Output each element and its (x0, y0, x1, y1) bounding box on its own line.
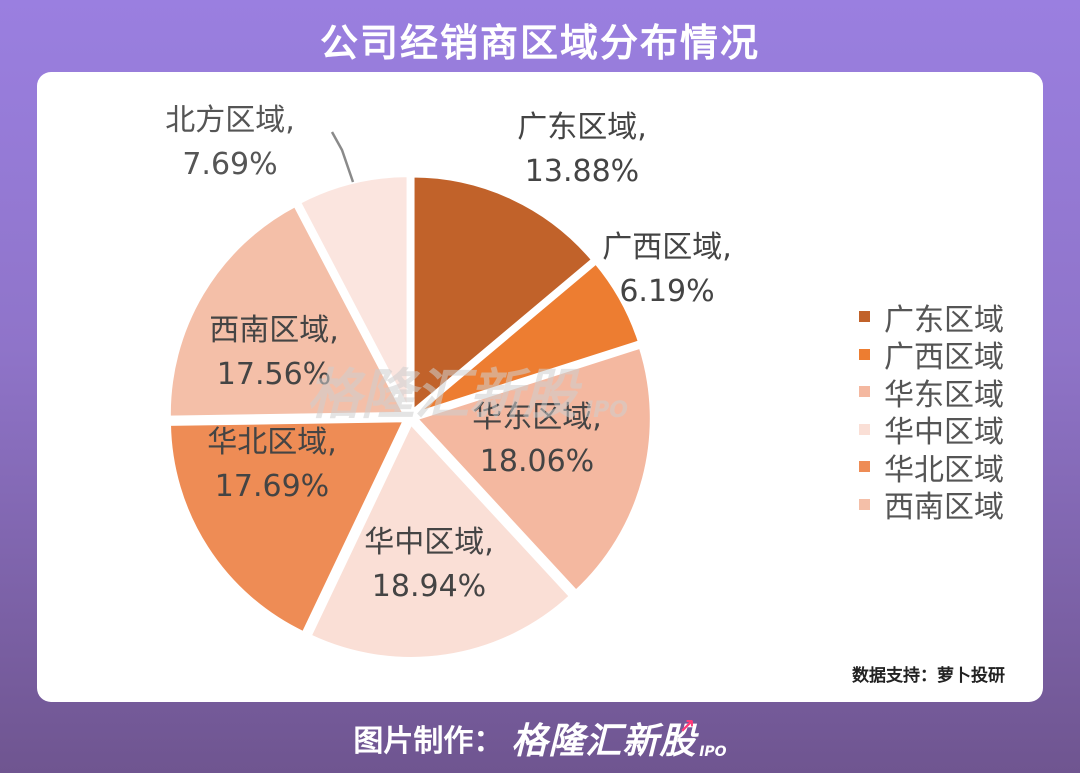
legend-item: 华北区域 (859, 448, 1004, 488)
slice-label: 广东区域, (517, 110, 647, 145)
brand-logo-text: 格隆汇新股 (511, 721, 697, 762)
legend-label: 华东区域 (884, 377, 1004, 413)
slice-label: 北方区域, (165, 103, 295, 138)
legend-label: 西南区域 (884, 490, 1004, 526)
pie-slice (166, 202, 409, 420)
slice-value-label: 17.56% (217, 357, 331, 392)
legend-swatch (859, 423, 870, 435)
slice-value-label: 7.69% (182, 147, 277, 182)
slice-label: 华中区域, (364, 525, 494, 560)
legend-swatch (859, 348, 870, 360)
slice-label: 华东区域, (472, 400, 602, 435)
legend-swatch (859, 386, 870, 398)
brand-logo-sub: IPO (699, 744, 727, 760)
pie-chart: 广东区域, 13.88% 广西区域, 6.19% 华东区域, 18.06% 华中区域, 18.… (165, 103, 732, 661)
legend-label: 华中区域 (884, 415, 1004, 451)
legend-item: 广东区域 (859, 298, 1004, 338)
slice-value-label: 18.94% (372, 569, 486, 604)
leader-line (330, 131, 355, 183)
data-source: 数据支持：萝卜投研 (852, 666, 1005, 686)
pie-slice (410, 173, 597, 416)
pie-slice (412, 344, 654, 595)
slice-value-label: 6.19% (619, 274, 714, 309)
slice-label: 西南区域, (209, 313, 339, 348)
legend-item: 广西区域 (859, 336, 1004, 375)
legend-swatch (859, 461, 870, 473)
chart-legend: 广东区域 广西区域 华东区域 华中区域 华北区域 西南区域 (859, 298, 1004, 525)
slice-value-label: 13.88% (525, 154, 639, 189)
pie-slice (306, 419, 574, 661)
footer-label: 图片制作： (353, 724, 504, 759)
legend-swatch (859, 498, 870, 510)
pie-slice (166, 418, 409, 637)
legend-label: 广东区域 (884, 302, 1004, 338)
legend-item: 西南区域 (859, 486, 1004, 525)
slice-label: 华北区域, (207, 425, 337, 460)
slice-label: 广西区域, (602, 230, 732, 265)
legend-label: 广西区域 (884, 340, 1004, 376)
legend-label: 华北区域 (884, 452, 1004, 488)
legend-swatch (859, 311, 870, 323)
slice-value-label: 18.06% (480, 444, 594, 479)
slice-value-label: 17.69% (215, 469, 329, 504)
chart-card: 广东区域, 13.88% 广西区域, 6.19% 华东区域, 18.06% 华中区域, 18.… (37, 72, 1043, 702)
legend-item: 华东区域 (859, 373, 1004, 413)
page-title: 公司经销商区域分布情况 (319, 21, 760, 65)
brand-logo: 格隆汇新股 ↗ IPO (511, 712, 726, 764)
legend-item: 华中区域 (859, 411, 1004, 450)
footer: 图片制作： 格隆汇新股 ↗ IPO (0, 712, 1080, 764)
trend-arrow-icon: ↗ (678, 714, 696, 738)
pie-slice (413, 259, 643, 417)
